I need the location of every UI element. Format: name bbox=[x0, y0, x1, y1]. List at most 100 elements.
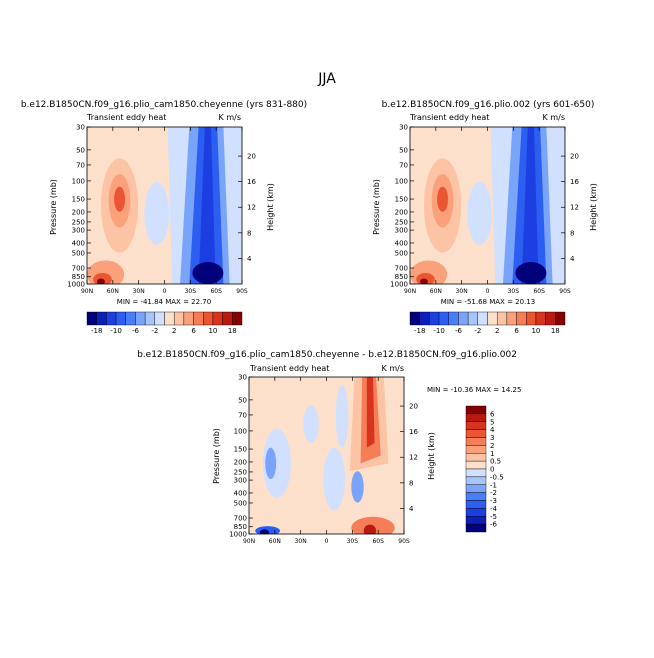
panel-1-left-label: Transient eddy heat bbox=[86, 113, 166, 122]
p3-ytick-label-4: 150 bbox=[234, 446, 247, 454]
p1-xtick-label-6: 90S bbox=[236, 288, 248, 295]
p2-htick-label-2: 12 bbox=[570, 204, 579, 212]
p1-cbar-label-4: 2 bbox=[172, 327, 176, 335]
p3-blue-30s bbox=[351, 471, 364, 503]
p1-cbar-swatch-8 bbox=[164, 311, 175, 326]
p1-xtick-label-5: 60S bbox=[210, 288, 222, 295]
p3-blue-60n bbox=[262, 428, 291, 498]
p1-blue-sfc bbox=[192, 262, 224, 284]
p3-htick-label-2: 12 bbox=[409, 454, 418, 462]
panel-3-field bbox=[249, 377, 404, 534]
p3-cbar-swatch-14 bbox=[465, 516, 487, 525]
p2-cbar-swatch-13 bbox=[535, 311, 546, 326]
p3-blue-30n bbox=[303, 405, 319, 443]
p2-cbar-swatch-11 bbox=[516, 311, 527, 326]
p3-blue-eq bbox=[323, 447, 346, 511]
p2-cbar-label-4: 2 bbox=[495, 327, 499, 335]
p1-xtick-label-3: 0 bbox=[163, 288, 167, 295]
p2-ytick-label-9: 500 bbox=[395, 249, 408, 257]
p1-ytick-label-1: 50 bbox=[76, 146, 85, 154]
p2-xtick-label-4: 30S bbox=[508, 288, 520, 295]
p1-cbar-swatch-1 bbox=[96, 311, 107, 326]
p2-cbar-swatch-12 bbox=[526, 311, 537, 326]
panel-2-ylabel: Pressure (mb) bbox=[372, 179, 381, 235]
p3-ytick-label-6: 250 bbox=[234, 468, 247, 476]
panel-1-title: b.e12.B1850CN.f09_g16.plio_cam1850.cheye… bbox=[21, 100, 307, 110]
p1-ytick-label-5: 200 bbox=[72, 208, 85, 216]
p1-cbar-label-3: -2 bbox=[151, 327, 158, 335]
p1-red-nh-core bbox=[114, 186, 125, 212]
p3-xtick-label-0: 90N bbox=[243, 538, 255, 545]
panel-3-right-label: K m/s bbox=[382, 364, 404, 373]
p3-xtick-label-5: 60S bbox=[372, 538, 384, 545]
p3-red-sfc-core bbox=[363, 524, 377, 534]
panel-1-axes: 90N 60N 30N 0 30S 60S 90S 30 50 70 100 150 200 250300… bbox=[67, 124, 256, 296]
panel-3-stats: MIN = -10.36 MAX = 14.25 bbox=[427, 386, 521, 394]
p1-ytick-label-9: 500 bbox=[72, 249, 85, 257]
p2-ytick-label-0: 30 bbox=[399, 124, 408, 132]
panel-2-right-label: K m/s bbox=[543, 113, 565, 122]
p1-ytick-label-6: 250 bbox=[72, 218, 85, 226]
p3-cbar-swatch-13 bbox=[465, 508, 487, 517]
p1-cbar-swatch-2 bbox=[106, 311, 117, 326]
p3-xtick-label-3: 0 bbox=[325, 538, 329, 545]
p3-cbar-label-1: 5 bbox=[490, 418, 494, 426]
p3-ytick-label-5: 200 bbox=[234, 458, 247, 466]
panel-1-right-label: K m/s bbox=[219, 113, 241, 122]
panel-1-field bbox=[87, 127, 242, 284]
p1-cbar-label-1: -10 bbox=[110, 327, 121, 335]
p2-ytick-label-4: 150 bbox=[395, 196, 408, 204]
p3-cbar-label-6: 0.5 bbox=[490, 458, 501, 466]
p2-blue-jet-in bbox=[521, 127, 539, 284]
p1-cbar-swatch-4 bbox=[125, 311, 136, 326]
p2-xtick-label-5: 60S bbox=[533, 288, 545, 295]
p1-ytick-label-11: 850 bbox=[72, 273, 85, 281]
p2-ytick-label-7: 300 bbox=[395, 227, 408, 235]
p3-cbar-label-7: 0 bbox=[490, 466, 494, 474]
p3-ytick-label-1: 50 bbox=[238, 396, 247, 404]
p3-htick-label-0: 4 bbox=[409, 505, 414, 513]
panel-3-title: b.e12.B1850CN.f09_g16.plio_cam1850.cheye… bbox=[137, 350, 517, 360]
p3-cbar-label-10: -2 bbox=[490, 489, 497, 497]
p3-cbar-swatch-10 bbox=[465, 484, 487, 493]
p1-ytick-label-12: 1000 bbox=[67, 281, 85, 289]
p3-cbar-swatch-0 bbox=[465, 405, 487, 415]
p3-cbar-label-5: 1 bbox=[490, 450, 494, 458]
p1-cbar-swatch-5 bbox=[135, 311, 146, 326]
p3-cbar-swatch-6 bbox=[465, 453, 487, 462]
p1-ytick-label-10: 700 bbox=[72, 265, 85, 273]
panel-2-axes: 90N 60N 30N 0 30S 60S 90S 30 50 70 100 150 200 250300… bbox=[390, 124, 579, 296]
p3-red-sfc bbox=[351, 516, 395, 534]
p2-cbar-swatch-7 bbox=[477, 311, 488, 326]
p2-red-sfc-core bbox=[420, 278, 428, 284]
p1-cbar-swatch-7 bbox=[154, 311, 165, 326]
p1-xtick-label-1: 60N bbox=[107, 288, 119, 295]
p2-cbar-swatch-3 bbox=[438, 311, 449, 326]
p3-htick-label-3: 16 bbox=[409, 428, 418, 436]
p2-cbar-swatch-0 bbox=[409, 311, 420, 326]
p1-cbar-label-7: 18 bbox=[228, 327, 237, 335]
p1-xtick-label-0: 90N bbox=[81, 288, 93, 295]
p1-xtick-label-2: 30N bbox=[133, 288, 145, 295]
p2-ytick-label-10: 700 bbox=[395, 265, 408, 273]
panel-1-colorbar: -18 -10 -6 -2 2 6 10 18 bbox=[86, 311, 243, 335]
p3-ytick-label-11: 850 bbox=[234, 523, 247, 531]
p2-field-layers bbox=[410, 127, 565, 284]
p2-cbar-swatch-14 bbox=[545, 311, 556, 326]
p3-red-60s-core bbox=[366, 377, 375, 448]
p1-cbar-swatch-15 bbox=[232, 311, 243, 326]
p3-htick-label-4: 20 bbox=[409, 403, 418, 411]
p3-ytick-label-9: 500 bbox=[234, 499, 247, 507]
p2-cbar-swatch-15 bbox=[555, 311, 566, 326]
p3-xtick-label-2: 30N bbox=[295, 538, 307, 545]
p2-ytick-label-12: 1000 bbox=[390, 281, 408, 289]
p1-cbar-swatch-10 bbox=[183, 311, 194, 326]
panel-3-left-label: Transient eddy heat bbox=[249, 364, 329, 373]
p3-xtick-label-6: 90S bbox=[398, 538, 410, 545]
p1-cbar-swatch-14 bbox=[222, 311, 233, 326]
p2-ytick-label-2: 70 bbox=[399, 161, 408, 169]
p2-red-nh-core bbox=[437, 186, 448, 212]
p1-cbar-label-0: -18 bbox=[91, 327, 102, 335]
p1-htick-label-3: 16 bbox=[247, 178, 256, 186]
